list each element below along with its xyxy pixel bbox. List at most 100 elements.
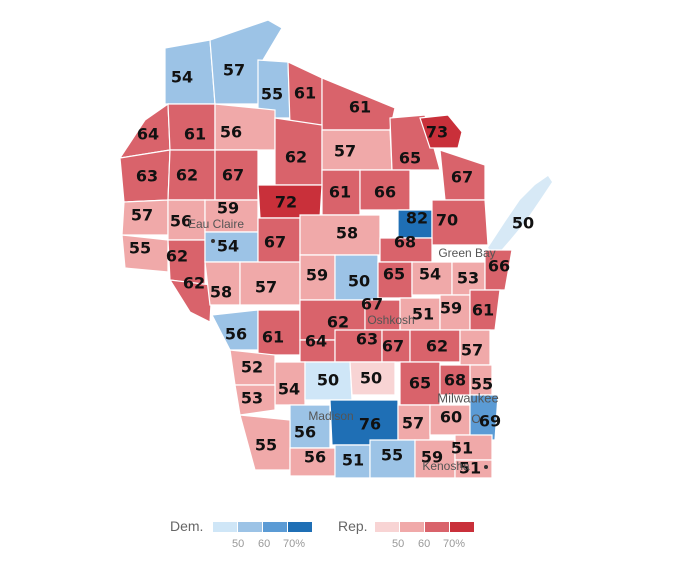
county-value: 54 — [278, 380, 300, 399]
county-value: 68 — [394, 233, 416, 252]
county-value: 65 — [383, 265, 405, 284]
county-value: 53 — [457, 269, 479, 288]
county-value: 56 — [220, 123, 242, 142]
county-value: 55 — [129, 239, 151, 258]
county-value: 60 — [440, 408, 462, 427]
legend-dem-tick: 50 — [232, 538, 245, 550]
county-value: 57 — [461, 341, 483, 360]
county-value: 51 — [459, 459, 481, 478]
county-value: 55 — [255, 436, 277, 455]
county-value: 61 — [349, 98, 371, 117]
legend-dem-tick: 70% — [283, 538, 306, 550]
county-region — [321, 129, 393, 171]
county-region — [168, 279, 213, 323]
county-region — [469, 289, 501, 331]
city-marker — [211, 239, 215, 243]
county-region — [484, 249, 513, 291]
county-region — [469, 394, 499, 441]
city-label-oshkosh: Oshkosh — [367, 313, 414, 327]
county-value: 55 — [471, 375, 493, 394]
county-regions — [118, 19, 513, 479]
county-value: 59 — [440, 299, 462, 318]
county-region — [349, 361, 396, 396]
county-value: 61 — [294, 84, 316, 103]
county-value: 52 — [241, 358, 263, 377]
city-label-madison: Madison — [308, 409, 353, 423]
county-value: 61 — [184, 125, 206, 144]
county-region — [121, 234, 169, 273]
county-value: 54 — [217, 237, 239, 256]
legend-swatch-dem-2 — [238, 522, 262, 532]
county-value: 50 — [512, 214, 534, 233]
county-value: 54 — [171, 68, 193, 87]
legend-rep-label: Rep. — [338, 518, 368, 534]
county-value: 53 — [241, 389, 263, 408]
county-value: 64 — [137, 125, 159, 144]
county-value: 50 — [348, 272, 370, 291]
county-value: 62 — [426, 337, 448, 356]
legend-swatch-dem-4 — [288, 522, 312, 532]
county-value: 59 — [306, 266, 328, 285]
county-value: 65 — [409, 374, 431, 393]
county-value: 82 — [406, 209, 428, 228]
county-value: 50 — [317, 371, 339, 390]
county-region — [454, 459, 493, 479]
legend-swatch-rep-2 — [400, 522, 424, 532]
county-value: 62 — [183, 274, 205, 293]
legend-swatch-dem-3 — [263, 522, 287, 532]
legend-rep-tick: 50 — [392, 538, 405, 550]
county-value: 67 — [264, 233, 286, 252]
county-value: 67 — [361, 295, 383, 314]
county-value: 64 — [305, 332, 327, 351]
county-value: 62 — [327, 313, 349, 332]
county-value: 69 — [479, 412, 501, 431]
county-value: 61 — [329, 183, 351, 202]
county-value: 59 — [421, 448, 443, 467]
city-label-kenosha: Kenosha — [422, 459, 470, 473]
legend-swatch-rep-3 — [425, 522, 449, 532]
county-value: 67 — [451, 168, 473, 187]
county-value: 70 — [436, 211, 458, 230]
county-value: 56 — [304, 448, 326, 467]
county-value: 51 — [342, 451, 364, 470]
county-value: 57 — [402, 414, 424, 433]
legend-dem-tick: 60 — [258, 538, 271, 550]
county-value: 56 — [225, 325, 247, 344]
county-value: 57 — [223, 61, 245, 80]
legend-swatch-rep-4 — [450, 522, 474, 532]
county-value: 51 — [451, 439, 473, 458]
county-value: 65 — [399, 149, 421, 168]
county-value: 62 — [285, 148, 307, 167]
city-label-green-bay: Green Bay — [438, 246, 495, 260]
county-value: 59 — [217, 199, 239, 218]
county-value: 57 — [131, 206, 153, 225]
county-labels: 54 57 55 61 61 64 61 56 62 57 65 73 63 6… — [129, 61, 534, 478]
county-value: 72 — [275, 193, 297, 212]
county-value: 57 — [334, 142, 356, 161]
county-value: 68 — [444, 371, 466, 390]
county-value: 67 — [222, 166, 244, 185]
county-region — [234, 384, 276, 416]
county-value: 51 — [412, 305, 434, 324]
county-value: 73 — [426, 123, 448, 142]
county-value: 58 — [336, 224, 358, 243]
city-labels: Eau Claire Green Bay Oshkosh Madison Mil… — [188, 217, 499, 473]
city-label-eau-claire: Eau Claire — [188, 217, 244, 231]
county-value: 62 — [176, 166, 198, 185]
county-value: 62 — [166, 247, 188, 266]
county-value: 56 — [294, 423, 316, 442]
legend-rep-tick: 60 — [418, 538, 431, 550]
county-value: 76 — [359, 415, 381, 434]
county-value: 61 — [262, 328, 284, 347]
county-region — [431, 199, 489, 246]
door-peninsula — [488, 176, 552, 255]
legend-rep-tick: 70% — [443, 538, 466, 550]
legend-dem-label: Dem. — [170, 518, 204, 534]
legend-swatch-rep-1 — [375, 522, 399, 532]
county-value: 61 — [472, 301, 494, 320]
county-value: 67 — [382, 337, 404, 356]
county-value: 55 — [381, 446, 403, 465]
county-value: 66 — [374, 183, 396, 202]
legend: Dem. 50 60 70% Rep. 50 60 70% — [170, 518, 490, 558]
